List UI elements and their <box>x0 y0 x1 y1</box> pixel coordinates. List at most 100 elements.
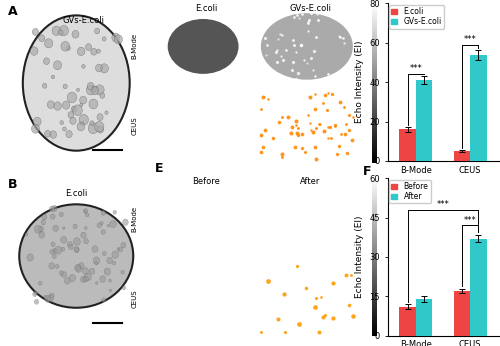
Circle shape <box>94 121 104 132</box>
Circle shape <box>32 292 37 297</box>
Circle shape <box>34 291 37 295</box>
Circle shape <box>102 251 106 256</box>
Circle shape <box>61 42 70 51</box>
Circle shape <box>74 264 81 271</box>
Circle shape <box>44 295 48 299</box>
Ellipse shape <box>261 13 353 80</box>
Circle shape <box>59 271 63 275</box>
Text: GVs-E.coli: GVs-E.coli <box>289 4 331 13</box>
Circle shape <box>78 47 85 56</box>
Bar <box>454 291 470 336</box>
Circle shape <box>51 242 55 247</box>
Text: GVs-E.coli: GVs-E.coli <box>62 16 104 25</box>
Circle shape <box>92 86 98 95</box>
Circle shape <box>52 206 57 211</box>
Circle shape <box>50 131 56 138</box>
Circle shape <box>54 246 62 254</box>
Circle shape <box>50 206 54 212</box>
Circle shape <box>96 64 102 72</box>
Circle shape <box>67 242 72 247</box>
Circle shape <box>101 210 105 215</box>
Text: After: After <box>300 177 320 186</box>
Circle shape <box>52 248 58 253</box>
Bar <box>400 129 416 161</box>
Circle shape <box>86 213 89 217</box>
Text: D: D <box>363 0 374 3</box>
Circle shape <box>52 26 60 35</box>
Circle shape <box>58 30 63 35</box>
Circle shape <box>82 64 85 68</box>
Circle shape <box>118 247 122 252</box>
Circle shape <box>122 219 128 226</box>
Circle shape <box>100 276 105 282</box>
Circle shape <box>93 257 100 264</box>
Circle shape <box>32 124 40 133</box>
Text: ***: *** <box>436 200 450 209</box>
Circle shape <box>73 105 83 116</box>
Text: CEUS: CEUS <box>132 117 138 135</box>
Text: ***: *** <box>410 64 422 73</box>
Circle shape <box>96 282 98 284</box>
Circle shape <box>62 127 66 131</box>
Circle shape <box>74 238 80 246</box>
Text: B-Mode: B-Mode <box>132 33 138 60</box>
Circle shape <box>39 232 44 238</box>
Y-axis label: Echo Intensity (EI): Echo Intensity (EI) <box>354 216 364 298</box>
Circle shape <box>95 85 104 95</box>
Circle shape <box>42 83 47 88</box>
Circle shape <box>80 103 83 107</box>
Circle shape <box>66 130 72 138</box>
Circle shape <box>83 276 88 282</box>
Text: B: B <box>8 178 17 191</box>
Text: E.coli: E.coli <box>196 4 218 13</box>
Text: ***: *** <box>464 216 476 225</box>
Circle shape <box>82 268 88 274</box>
Circle shape <box>42 214 47 220</box>
Text: ***: *** <box>464 35 476 44</box>
Circle shape <box>100 93 105 98</box>
Circle shape <box>52 254 56 258</box>
Circle shape <box>89 99 98 109</box>
Circle shape <box>38 281 42 285</box>
Circle shape <box>77 122 84 131</box>
Circle shape <box>84 273 91 281</box>
Circle shape <box>69 274 75 282</box>
Circle shape <box>86 85 95 95</box>
Circle shape <box>70 117 76 124</box>
Y-axis label: Echo Intensity (EI): Echo Intensity (EI) <box>354 41 364 124</box>
Circle shape <box>59 26 69 36</box>
Circle shape <box>76 266 82 272</box>
Circle shape <box>105 111 108 115</box>
Text: A: A <box>8 5 17 18</box>
Circle shape <box>32 28 38 35</box>
Circle shape <box>60 121 64 125</box>
Circle shape <box>98 126 103 133</box>
Circle shape <box>90 268 95 274</box>
Circle shape <box>25 233 28 236</box>
Circle shape <box>61 272 66 277</box>
Circle shape <box>112 251 118 258</box>
Circle shape <box>53 225 59 231</box>
Circle shape <box>81 232 86 238</box>
Circle shape <box>56 264 59 268</box>
Circle shape <box>48 101 54 109</box>
Legend: Before, After: Before, After <box>389 180 430 203</box>
Circle shape <box>76 88 80 92</box>
Legend: E.coli, GVs-E.coli: E.coli, GVs-E.coli <box>389 5 444 29</box>
Circle shape <box>78 263 84 269</box>
Circle shape <box>84 238 88 244</box>
Circle shape <box>49 263 54 269</box>
Circle shape <box>88 123 98 134</box>
Circle shape <box>112 261 116 265</box>
Ellipse shape <box>19 204 133 308</box>
Circle shape <box>96 49 100 53</box>
Circle shape <box>90 48 97 55</box>
Circle shape <box>100 64 108 73</box>
Circle shape <box>68 245 73 250</box>
Circle shape <box>50 214 55 219</box>
Circle shape <box>84 209 87 213</box>
Circle shape <box>72 30 79 38</box>
Circle shape <box>30 47 38 55</box>
Circle shape <box>27 254 34 261</box>
Circle shape <box>44 39 52 48</box>
